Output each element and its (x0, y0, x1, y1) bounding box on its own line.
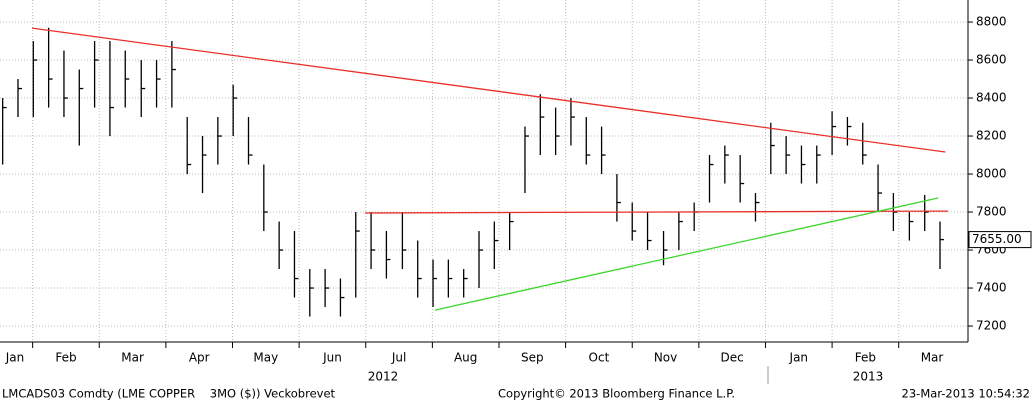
trendline (31, 27, 946, 153)
y-tick-label: 7400 (976, 281, 1007, 295)
trendline (434, 197, 939, 311)
year-label: 2012 (368, 370, 399, 384)
year-label: 2013 (853, 370, 884, 384)
x-tick-label: Nov (654, 351, 677, 365)
marks (2, 27, 949, 317)
x-tick-label: Oct (589, 351, 610, 365)
x-tick-label: Feb (855, 351, 876, 365)
x-tick-label: Mar (921, 351, 944, 365)
plot-area (0, 0, 968, 342)
y-tick-label: 8400 (976, 91, 1007, 105)
trendline (365, 210, 949, 214)
y-tick-label: 7800 (976, 205, 1007, 219)
last-price-label: 7655.00 (972, 232, 1022, 246)
x-tick-label: Mar (121, 351, 144, 365)
x-tick-label: Jun (322, 351, 342, 365)
x-tick-label: Dec (721, 351, 744, 365)
last-price-box (968, 231, 1032, 249)
x-tick-label: Jan (789, 351, 809, 365)
x-tick-label: Jan (5, 351, 25, 365)
grid (0, 0, 968, 342)
y-tick-label: 8200 (976, 129, 1007, 143)
y-tick-label: 8800 (976, 15, 1007, 29)
y-tick-label: 8000 (976, 167, 1007, 181)
x-tick-label: Sep (521, 351, 544, 365)
y-tick-label: 8600 (976, 53, 1007, 67)
x-tick-label: Aug (454, 351, 477, 365)
footer-timestamp: 23-Mar-2013 10:54:32 (902, 387, 1030, 401)
x-tick-label: Feb (55, 351, 76, 365)
x-tick-label: May (253, 351, 278, 365)
x-tick-label: Jul (391, 351, 406, 365)
footer-ticker: LMCADS03 Comdty (LME COPPER 3MO ($)) Vec… (2, 387, 336, 401)
x-tick-label: Apr (189, 351, 210, 365)
footer-copyright: Copyright© 2013 Bloomberg Finance L.P. (498, 387, 735, 401)
y-tick-label: 7200 (976, 319, 1007, 333)
